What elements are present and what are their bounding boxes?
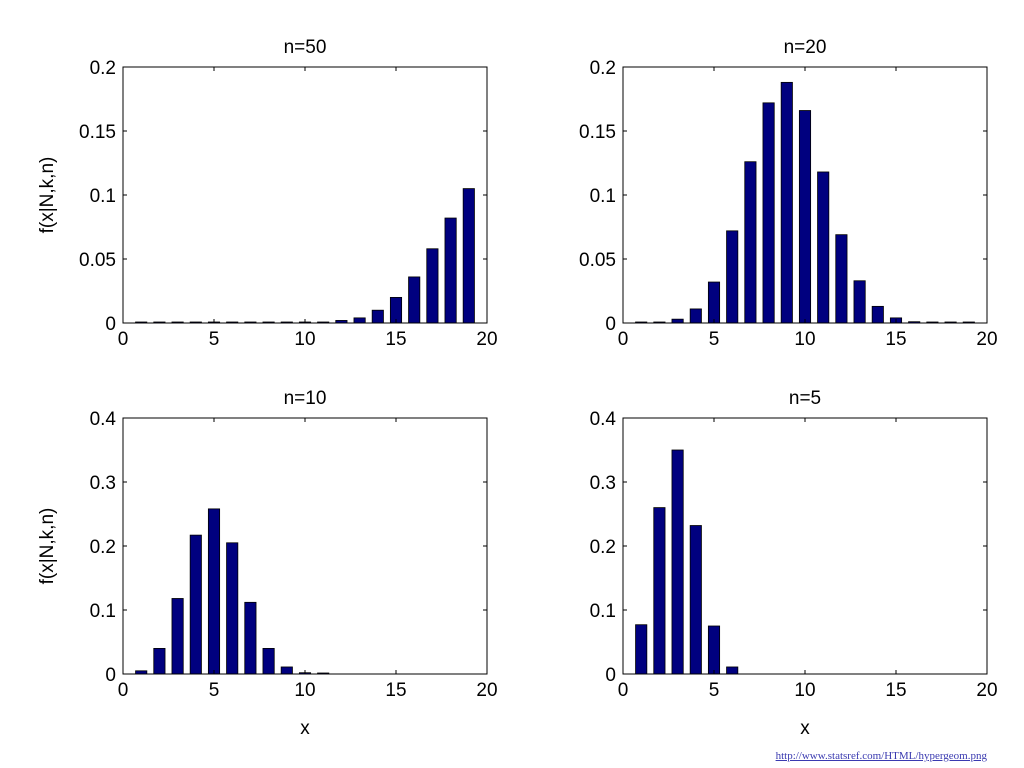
bar [671,318,684,324]
bar [871,305,884,324]
y-tick-label: 0.3 [90,473,116,494]
x-axis-label: x [800,718,810,739]
y-axis-label: f(x|N,k,n) [37,157,58,234]
bar [762,102,775,324]
bar [444,217,457,324]
y-tick-label: 0.1 [90,186,116,207]
subplot-title: n=10 [284,388,327,409]
y-tick-label: 0.2 [590,537,616,558]
bar [653,507,666,675]
y-axis-label: f(x|N,k,n) [37,508,58,585]
x-tick-label: 20 [976,329,997,350]
y-tick-label: 0 [605,665,616,686]
x-tick-label: 10 [794,329,815,350]
y-tick-label: 0.05 [79,250,116,271]
bar [280,666,293,675]
subplot-title: n=5 [789,388,821,409]
bar [353,317,366,324]
y-tick-label: 0.05 [579,250,616,271]
y-tick-label: 0 [105,665,116,686]
bar [153,648,166,675]
bar [244,601,257,675]
subplot-title: n=50 [284,37,327,58]
subplot-2: 0 5 10 15 20 0 0.05 0.1 0.15 0.2 n=20 [579,37,998,350]
y-tick-label: 0.2 [90,537,116,558]
y-tick-label: 0 [605,314,616,335]
x-tick-label: 20 [476,329,497,350]
x-tick-label: 15 [885,329,906,350]
bar [726,230,739,324]
y-tick-label: 0.1 [590,186,616,207]
bar [744,161,757,324]
bar [835,234,848,324]
y-tick-label: 0.4 [590,409,617,430]
bar [853,280,866,324]
x-tick-label: 5 [709,329,720,350]
x-tick-label: 15 [385,680,406,701]
x-tick-label: 20 [976,680,997,701]
bar [689,308,702,324]
x-tick-label: 0 [118,680,129,701]
x-tick-label: 10 [294,680,315,701]
y-tick-label: 0.3 [590,473,616,494]
subplot-3: 0 5 10 15 20 0 0.1 0.2 0.3 0.4 n=10 x f(x|N,k,n) [37,388,498,739]
bar [262,648,275,675]
bar [817,171,830,324]
bar [726,666,739,675]
y-tick-label: 0.15 [79,122,116,143]
subplot-1: 0 5 10 15 20 0 0.05 0.1 0.15 0.2 n=50 f(x|N,k,n) [37,37,498,350]
y-tick-label: 0.2 [590,58,616,79]
x-tick-label: 5 [209,329,220,350]
bar [371,309,384,324]
bar [189,534,202,675]
x-tick-label: 5 [209,680,220,701]
bar [689,525,702,675]
y-tick-label: 0.1 [90,601,116,622]
source-link[interactable]: http://www.statsref.com/HTML/hypergeom.p… [775,750,987,762]
x-tick-label: 20 [476,680,497,701]
bar [462,188,475,324]
bar [207,508,221,675]
bar [798,110,812,324]
bar [707,281,721,324]
bar [671,449,684,675]
bar [635,624,648,675]
y-tick-label: 0.4 [90,409,117,430]
x-axis-label: x [300,718,310,739]
x-tick-label: 0 [118,329,129,350]
subplot-4: 0 5 10 15 20 0 0.1 0.2 0.3 0.4 n=5 x [590,388,998,739]
y-tick-label: 0.2 [90,58,116,79]
x-tick-label: 0 [618,680,629,701]
y-tick-label: 0.15 [579,122,616,143]
y-tick-label: 0 [105,314,116,335]
bar [707,625,721,675]
x-tick-label: 0 [618,329,629,350]
bar [408,276,421,324]
x-tick-label: 10 [794,680,815,701]
x-tick-label: 5 [709,680,720,701]
subplot-title: n=20 [784,37,827,58]
x-tick-label: 15 [885,680,906,701]
bar [171,598,184,675]
bar [226,542,239,675]
bar [780,81,793,324]
y-tick-label: 0.1 [590,601,616,622]
x-tick-label: 15 [385,329,406,350]
bar [426,248,439,324]
x-tick-label: 10 [294,329,315,350]
